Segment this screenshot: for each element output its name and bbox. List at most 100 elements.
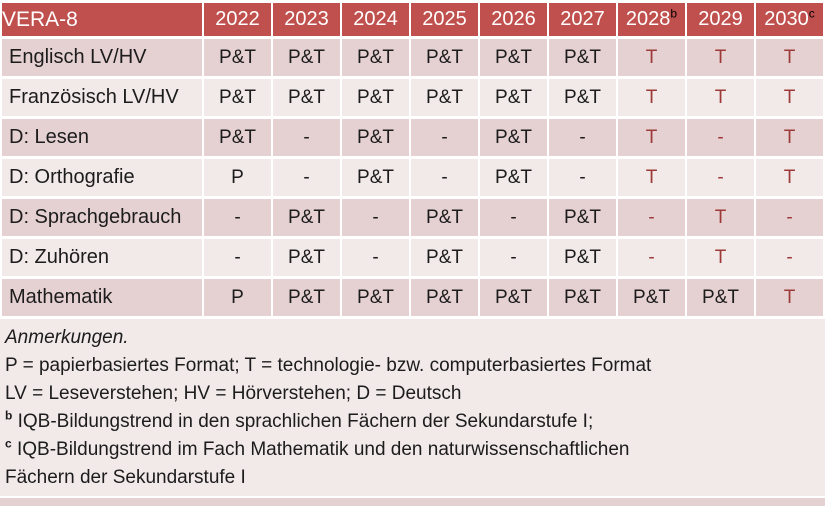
table-cell: P: [204, 159, 271, 196]
table-cell: T: [756, 39, 823, 76]
table-cell: P&T: [411, 279, 478, 316]
note-footnote-c-continued: Fächern der Sekundarstufe I: [5, 467, 246, 488]
col-header-2030: 2030c: [756, 3, 823, 36]
note-format-legend: P = papierbasiertes Format; T = technolo…: [5, 355, 652, 376]
row-label: Englisch LV/HV: [2, 39, 202, 76]
note-footnote-c: c IQB-Bildungstrend im Fach Mathematik u…: [5, 436, 819, 464]
table-cell: -: [411, 159, 478, 196]
row-d-orthografie: D: Orthografie P - P&T - P&T - T - T: [2, 159, 823, 196]
table-cell: -: [687, 119, 754, 156]
table-cell: T: [756, 279, 823, 316]
table-cell: -: [756, 239, 823, 276]
table-cell: P&T: [342, 279, 409, 316]
year-label: 2027: [560, 8, 605, 30]
table-cell: -: [204, 199, 271, 236]
table-title: VERA-8: [2, 3, 202, 36]
notes-heading: Anmerkungen.: [5, 327, 129, 348]
row-label: D: Orthografie: [2, 159, 202, 196]
table-cell: -: [204, 239, 271, 276]
table-cell: -: [549, 119, 616, 156]
notes-section: Anmerkungen. P = papierbasiertes Format;…: [0, 319, 825, 496]
table-cell: T: [687, 79, 754, 116]
col-header-2026: 2026: [480, 3, 547, 36]
row-label: Französisch LV/HV: [2, 79, 202, 116]
footnote-marker-c: c: [5, 436, 12, 451]
table-cell: P&T: [342, 39, 409, 76]
row-d-zuhoeren: D: Zuhören - P&T - P&T - P&T - T -: [2, 239, 823, 276]
table-cell: T: [618, 79, 685, 116]
row-d-sprachgebrauch: D: Sprachgebrauch - P&T - P&T - P&T - T …: [2, 199, 823, 236]
table-cell: P&T: [411, 199, 478, 236]
table-cell: -: [480, 199, 547, 236]
table-cell: P: [204, 279, 271, 316]
year-label: 2022: [215, 8, 260, 30]
table-cell: T: [687, 39, 754, 76]
row-englisch: Englisch LV/HV P&T P&T P&T P&T P&T P&T T…: [2, 39, 823, 76]
table-cell: T: [687, 239, 754, 276]
table-cell: -: [342, 239, 409, 276]
col-header-2028: 2028b: [618, 3, 685, 36]
table-cell: P&T: [480, 79, 547, 116]
table-cell: T: [687, 199, 754, 236]
row-mathematik: Mathematik P P&T P&T P&T P&T P&T P&T P&T…: [2, 279, 823, 316]
table-cell: P&T: [273, 39, 340, 76]
col-header-2022: 2022: [204, 3, 271, 36]
table-cell: T: [618, 159, 685, 196]
note-abbreviation-legend: LV = Leseverstehen; HV = Hörverstehen; D…: [5, 383, 462, 404]
table-cell: P&T: [273, 239, 340, 276]
note-text: IQB-Bildungstrend in den sprachlichen Fä…: [12, 411, 594, 432]
row-label: D: Lesen: [2, 119, 202, 156]
table-cell: T: [756, 79, 823, 116]
row-label: Mathematik: [2, 279, 202, 316]
table-cell: P&T: [549, 199, 616, 236]
table-cell: -: [549, 159, 616, 196]
table-cell: P&T: [549, 79, 616, 116]
table-cell: P&T: [342, 159, 409, 196]
table-cell: T: [756, 119, 823, 156]
vera8-table: VERA-8 2022 2023 2024 2025 2026 2027 202…: [2, 3, 823, 316]
row-label: D: Zuhören: [2, 239, 202, 276]
col-header-2029: 2029: [687, 3, 754, 36]
year-label: 2029: [698, 8, 743, 30]
table-cell: -: [687, 159, 754, 196]
header-row: VERA-8 2022 2023 2024 2025 2026 2027 202…: [2, 3, 823, 36]
table-cell: -: [273, 159, 340, 196]
table-cell: -: [480, 239, 547, 276]
year-label: 2023: [284, 8, 329, 30]
year-label: 2025: [422, 8, 467, 30]
note-text: IQB-Bildungstrend im Fach Mathematik und…: [11, 439, 630, 460]
table-cell: P&T: [480, 279, 547, 316]
row-d-lesen: D: Lesen P&T - P&T - P&T - T - T: [2, 119, 823, 156]
footnote-marker-b: b: [670, 6, 678, 21]
table-cell: P&T: [204, 119, 271, 156]
table-cell: -: [618, 239, 685, 276]
table-cell: P&T: [342, 119, 409, 156]
table-cell: P&T: [480, 39, 547, 76]
col-header-2023: 2023: [273, 3, 340, 36]
year-label: 2024: [353, 8, 398, 30]
table-cell: T: [618, 39, 685, 76]
table-cell: P&T: [549, 39, 616, 76]
year-label: 2028: [625, 8, 671, 30]
table-cell: P&T: [480, 159, 547, 196]
table-cell: P&T: [687, 279, 754, 316]
row-label: D: Sprachgebrauch: [2, 199, 202, 236]
row-franzoesisch: Französisch LV/HV P&T P&T P&T P&T P&T P&…: [2, 79, 823, 116]
year-label: 2030: [764, 8, 809, 30]
table-cell: T: [618, 119, 685, 156]
footnote-marker-b: b: [5, 408, 13, 423]
table-cell: P&T: [411, 239, 478, 276]
table-cell: -: [411, 119, 478, 156]
col-header-2027: 2027: [549, 3, 616, 36]
table-cell: P&T: [549, 279, 616, 316]
table-cell: -: [618, 199, 685, 236]
year-label: 2026: [491, 8, 536, 30]
table-cell: P&T: [480, 119, 547, 156]
table-cell: -: [273, 119, 340, 156]
table-cell: P&T: [549, 239, 616, 276]
col-header-2024: 2024: [342, 3, 409, 36]
table-cell: -: [756, 199, 823, 236]
table-cell: P&T: [411, 39, 478, 76]
table-cell: P&T: [273, 279, 340, 316]
table-cell: P&T: [204, 79, 271, 116]
